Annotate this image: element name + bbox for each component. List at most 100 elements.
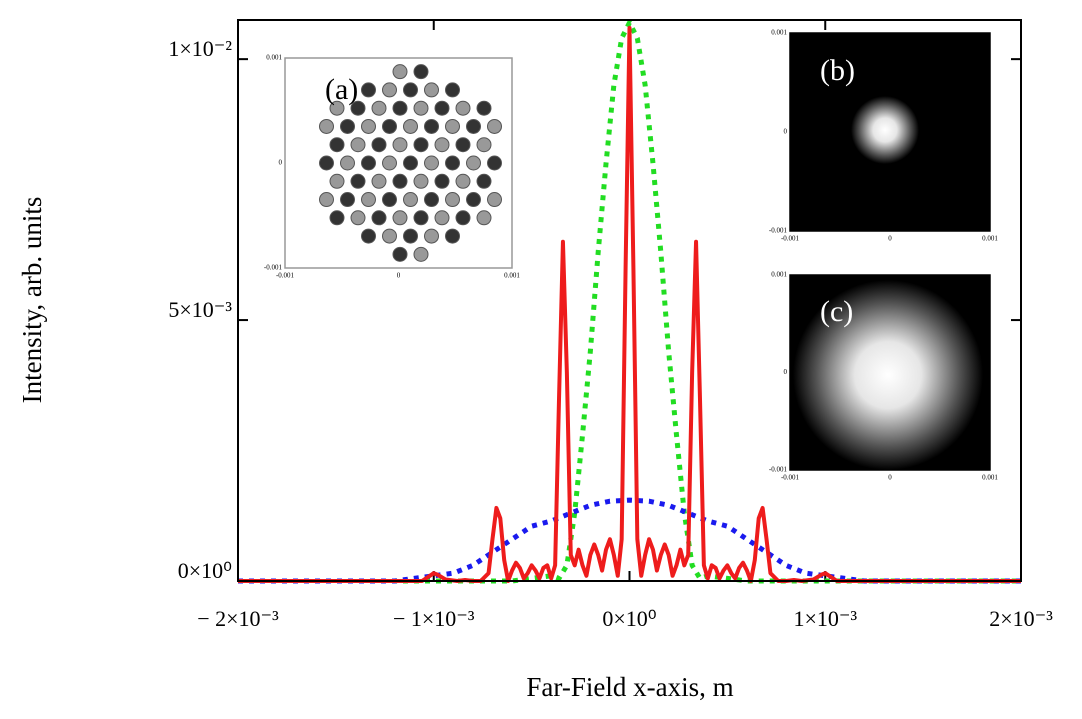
inset-dot [403, 118, 418, 134]
inset-dot [371, 137, 387, 153]
inset-dot [466, 192, 481, 208]
inset-dot [424, 228, 439, 244]
inset-dot [455, 137, 471, 153]
inset-dot [329, 137, 345, 153]
inset-tick-label: 0 [888, 474, 892, 482]
inset-dot [392, 64, 408, 80]
inset-dot [413, 246, 429, 262]
inset-dot [382, 228, 397, 244]
inset-dot [403, 228, 418, 244]
inset-dot [413, 210, 429, 226]
inset-dot [403, 155, 418, 171]
inset-tick-label: 0.001 [982, 235, 998, 243]
inset-tick-label: -0.001 [276, 272, 295, 280]
inset-tick-label: 0.001 [771, 271, 787, 279]
inset-dot [340, 155, 355, 171]
inset-tick-label: -0.001 [769, 466, 788, 474]
inset-spot [851, 96, 919, 164]
inset-dot [466, 118, 481, 134]
inset-dot [350, 210, 366, 226]
inset-dot [340, 192, 355, 208]
inset-dot [413, 137, 429, 153]
inset-tick-label: 0.001 [266, 54, 282, 62]
inset-dot [382, 155, 397, 171]
inset-dot [371, 173, 387, 189]
inset-dot [361, 192, 376, 208]
inset-tick-label: 0 [784, 128, 788, 136]
inset-dot [424, 155, 439, 171]
inset-dot [487, 155, 502, 171]
inset-dot [413, 64, 429, 80]
inset-dot [413, 173, 429, 189]
inset-dot [361, 118, 376, 134]
x-tick-label: − 2×10⁻³ [197, 606, 279, 631]
inset-dot [455, 173, 471, 189]
inset-dot [329, 210, 345, 226]
x-tick-label: 2×10⁻³ [989, 606, 1053, 631]
inset-dot [392, 100, 408, 116]
inset-dot [382, 82, 397, 98]
x-tick-label: 1×10⁻³ [793, 606, 857, 631]
inset-dot [403, 192, 418, 208]
x-tick-label: − 1×10⁻³ [393, 606, 475, 631]
inset-dot [445, 192, 460, 208]
inset-dot [424, 118, 439, 134]
inset-dot [392, 246, 408, 262]
inset-dot [445, 82, 460, 98]
inset-tick-label: 0.001 [982, 474, 998, 482]
inset-label: (a) [325, 73, 358, 106]
inset-tick-label: -0.001 [781, 235, 800, 243]
inset-dot [487, 192, 502, 208]
x-axis-title: Far-Field x-axis, m [526, 672, 733, 702]
inset-tick-label: 0.001 [504, 272, 520, 280]
y-tick-label: 5×10⁻³ [168, 297, 232, 322]
y-tick-label: 1×10⁻² [168, 36, 232, 61]
inset-tick-label: 0 [888, 235, 892, 243]
inset-tick-label: -0.001 [769, 227, 788, 235]
inset-dot [392, 173, 408, 189]
inset-dot [350, 100, 366, 116]
inset-dot [455, 100, 471, 116]
inset-dot [361, 228, 376, 244]
inset-dot [319, 155, 334, 171]
inset-dot [361, 155, 376, 171]
inset-dot [319, 118, 334, 134]
inset-dot [424, 192, 439, 208]
inset-dot [340, 118, 355, 134]
inset-dot [382, 192, 397, 208]
inset-dot [445, 155, 460, 171]
inset-dot [476, 173, 492, 189]
inset-dot [371, 100, 387, 116]
inset-spot [793, 280, 983, 470]
inset-dot [382, 118, 397, 134]
inset-dot [403, 82, 418, 98]
inset-dot [392, 210, 408, 226]
inset-dot [445, 228, 460, 244]
inset-dot [434, 137, 450, 153]
inset-dot [476, 210, 492, 226]
inset-dot [371, 210, 387, 226]
inset-dot [424, 82, 439, 98]
inset-tick-label: 0 [279, 159, 283, 167]
inset-dot [476, 137, 492, 153]
inset-tick-label: -0.001 [781, 474, 800, 482]
inset-dot [466, 155, 481, 171]
y-axis-title: Intensity, arb. units [17, 197, 47, 404]
inset-dot [392, 137, 408, 153]
inset-dot [476, 100, 492, 116]
inset-label: (b) [820, 54, 855, 87]
inset-dot [434, 173, 450, 189]
inset-dot [361, 82, 376, 98]
y-tick-label: 0×10⁰ [178, 558, 232, 583]
inset-dot [319, 192, 334, 208]
series-line [238, 25, 1021, 583]
inset-tick-label: 0 [784, 368, 788, 376]
inset-dot [434, 100, 450, 116]
inset-dot [455, 210, 471, 226]
inset-dot [487, 118, 502, 134]
x-tick-label: 0×10⁰ [602, 606, 656, 631]
inset-dot [413, 100, 429, 116]
inset-tick-label: 0 [397, 272, 401, 280]
inset-dot [434, 210, 450, 226]
